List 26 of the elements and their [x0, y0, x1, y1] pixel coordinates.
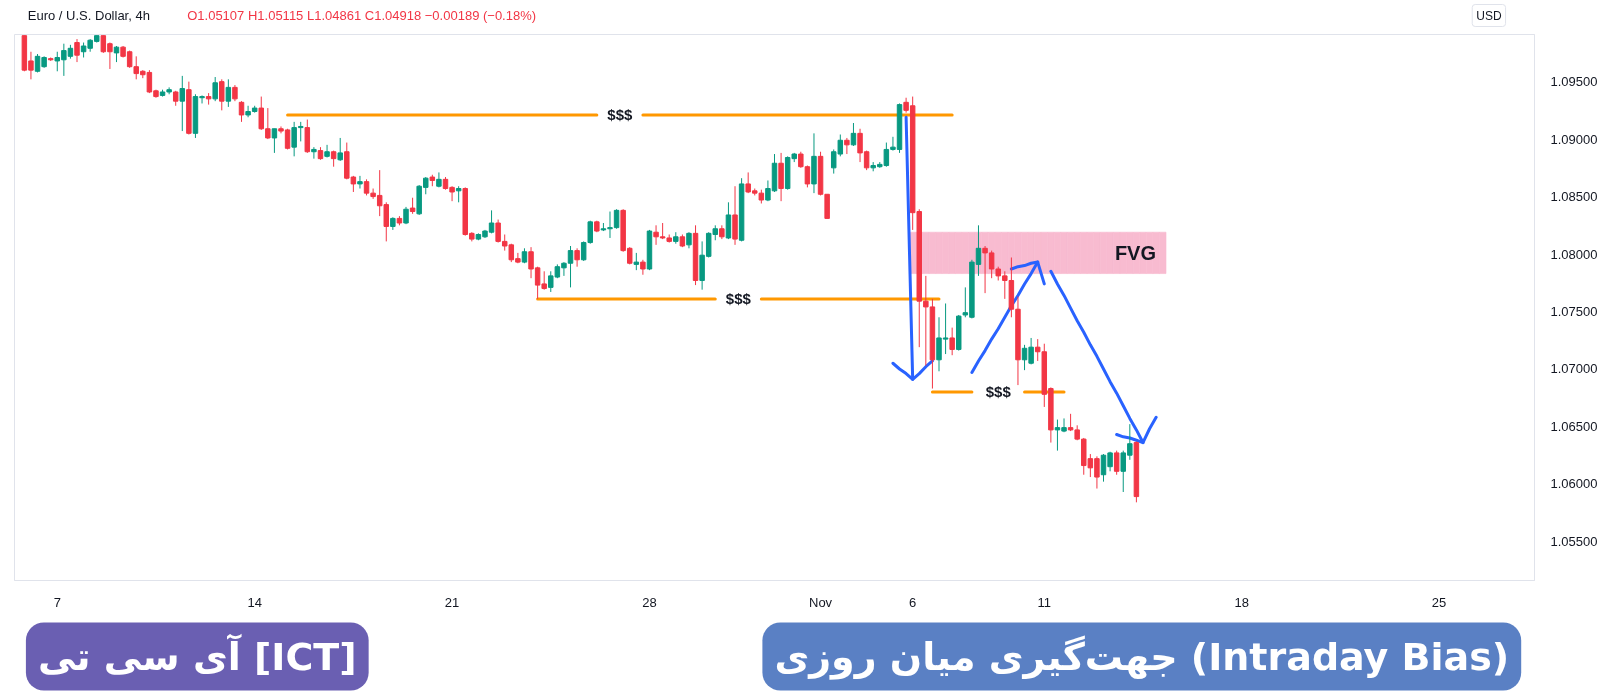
x-tick-label: Nov: [809, 594, 833, 610]
text: جهت‌گیری میان روزی (Intraday Bias): [774, 634, 1510, 680]
series-label: $$$: [607, 106, 634, 124]
x-tick-label: 7: [53, 594, 61, 610]
x-tick-label: 11: [1037, 594, 1052, 610]
y-tick-label: 1.08000: [1550, 246, 1598, 262]
y-tick-label: 1.05500: [1550, 533, 1598, 549]
y-tick-label: 1.06500: [1550, 418, 1598, 434]
x-tick-label: 18: [1234, 594, 1249, 610]
y-tick-label: 1.06000: [1550, 476, 1598, 492]
x-tick-label: 21: [444, 594, 460, 610]
text: آی سی تی [ICT]: [37, 632, 357, 679]
x-tick-label: 14: [247, 594, 262, 610]
y-tick-label: 1.09000: [1550, 131, 1598, 147]
text: Euro / U.S. Dollar, 4h: [27, 8, 150, 23]
x-tick-label: 6: [909, 594, 917, 610]
text: O1.05107 H1.05115 L1.04861 C1.04918 −0.00189 (−0.18%): [187, 8, 537, 23]
y-tick-label: 1.08500: [1550, 189, 1598, 205]
y-axis-title: USD: [1476, 8, 1502, 23]
x-tick-label: 28: [642, 594, 657, 610]
y-tick-label: 1.09500: [1550, 74, 1598, 90]
series-label: $$$: [725, 290, 752, 308]
y-tick-label: 1.07500: [1550, 304, 1598, 320]
x-tick-label: 25: [1431, 594, 1447, 610]
series-label: $$$: [985, 383, 1012, 401]
y-tick-label: 1.07000: [1550, 361, 1598, 377]
